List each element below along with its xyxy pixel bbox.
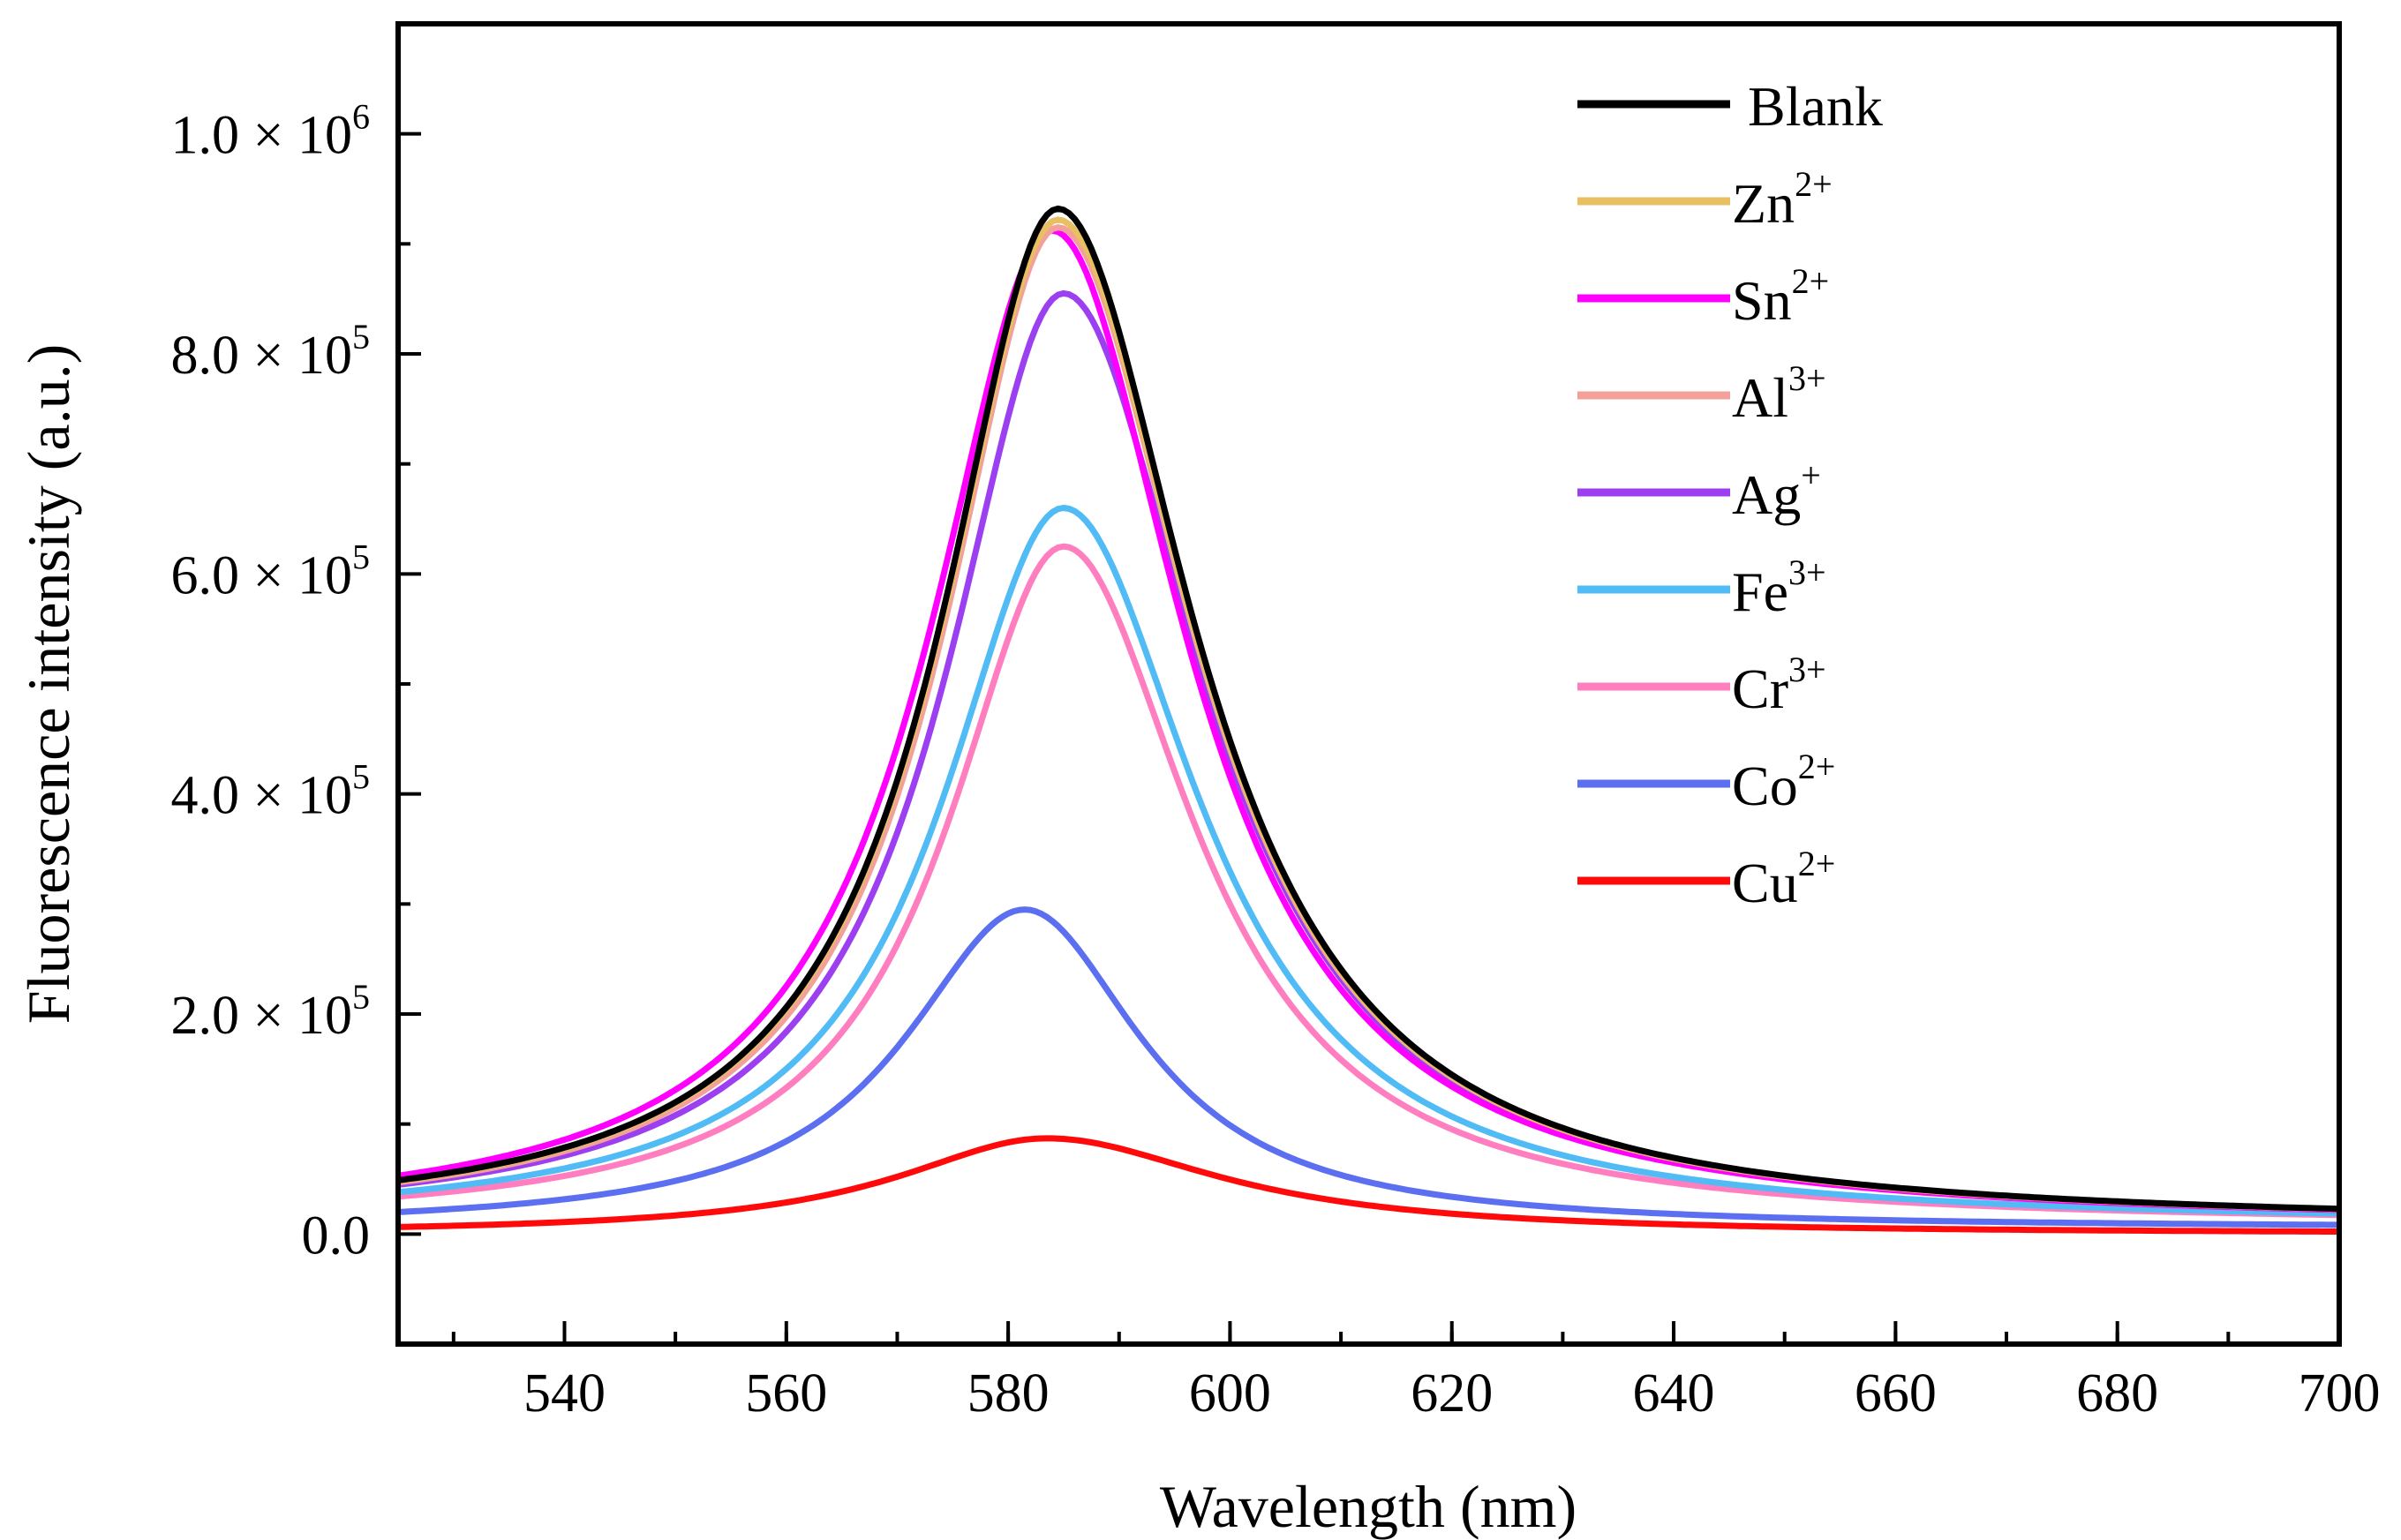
legend-label: Zn2+ [1732,164,1833,235]
x-tick-label: 680 [2076,1363,2158,1424]
y-tick-label: 6.0 × 105 [171,537,370,605]
x-axis-label: Wavelength (nm) [1160,1473,1577,1540]
x-tick-label: 580 [967,1363,1050,1424]
series-line-co [397,906,2339,1228]
series-line-fe [397,505,2340,1217]
legend-label: Cr3+ [1732,650,1826,720]
x-tick-label: 640 [1633,1363,1715,1424]
legend: Blank Zn2+ Sn2+ Al3+ Ag+ Fe3+ Cr3+ Co2+ Cu2+ [1577,75,1883,914]
y-axis-ticks: 0.0 2.0 × 105 4.0 × 105 6.0 × 105 8.0 × 105 1… [171,22,421,1346]
x-tick-label: 600 [1189,1363,1271,1424]
legend-label: Ag+ [1732,455,1821,526]
y-tick-label: 2.0 × 105 [171,977,370,1046]
legend-label: Al3+ [1732,358,1826,429]
x-tick-label: 540 [523,1363,606,1424]
legend-label: Cu2+ [1732,844,1835,914]
x-axis-ticks: 540 560 580 600 620 640 660 680 700 [451,1321,2381,1424]
x-tick-label: 620 [1411,1363,1493,1424]
series-layer [397,205,2340,1235]
legend-label: Sn2+ [1732,261,1829,332]
x-tick-label: 560 [745,1363,827,1424]
legend-label: Blank [1748,75,1883,138]
y-tick-label: 4.0 × 105 [171,757,370,826]
y-axis-label: Fluorescence intensity (a.u.) [15,344,82,1024]
y-tick-label: 0.0 [302,1206,371,1266]
series-line-blank [397,205,2340,1213]
legend-label: Co2+ [1732,747,1835,817]
series-line-cu [397,1135,2339,1235]
x-tick-label: 660 [1855,1363,1937,1424]
x-tick-label: 700 [2299,1363,2381,1424]
plot-frame [395,21,2342,1347]
legend-label: Fe3+ [1732,552,1826,623]
y-tick-label: 8.0 × 105 [171,317,370,386]
y-tick-label: 1.0 × 106 [171,97,370,166]
